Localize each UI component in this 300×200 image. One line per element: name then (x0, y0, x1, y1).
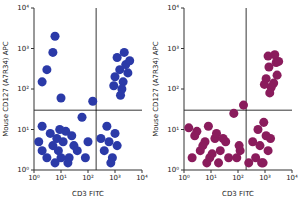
svg-text:10²: 10² (232, 174, 244, 182)
svg-text:10⁰: 10⁰ (17, 166, 29, 174)
svg-text:10⁰: 10⁰ (28, 174, 40, 182)
svg-text:10¹: 10¹ (17, 126, 29, 134)
svg-text:10⁴: 10⁴ (286, 174, 292, 182)
svg-text:10⁴: 10⁴ (167, 4, 179, 12)
svg-text:CD3 FITC: CD3 FITC (222, 190, 254, 198)
svg-text:10⁴: 10⁴ (136, 174, 148, 182)
svg-text:10³: 10³ (109, 174, 121, 182)
svg-text:10²: 10² (82, 174, 94, 182)
svg-text:10³: 10³ (259, 174, 271, 182)
svg-text:10¹: 10¹ (205, 174, 217, 182)
svg-text:CD3 FITC: CD3 FITC (72, 190, 104, 198)
svg-text:Mouse CD127 (A7R34) APC: Mouse CD127 (A7R34) APC (8, 41, 10, 137)
svg-text:10³: 10³ (167, 45, 179, 53)
svg-text:10⁰: 10⁰ (178, 174, 190, 182)
svg-text:10²: 10² (167, 85, 179, 93)
svg-text:10⁰: 10⁰ (167, 166, 179, 174)
svg-text:Mouse CD127 (A7R34) APC: Mouse CD127 (A7R34) APC (152, 41, 160, 137)
svg-text:10⁴: 10⁴ (17, 4, 29, 12)
svg-text:10¹: 10¹ (167, 126, 179, 134)
svg-text:10²: 10² (17, 85, 29, 93)
svg-text:10¹: 10¹ (55, 174, 67, 182)
svg-text:10³: 10³ (17, 45, 29, 53)
